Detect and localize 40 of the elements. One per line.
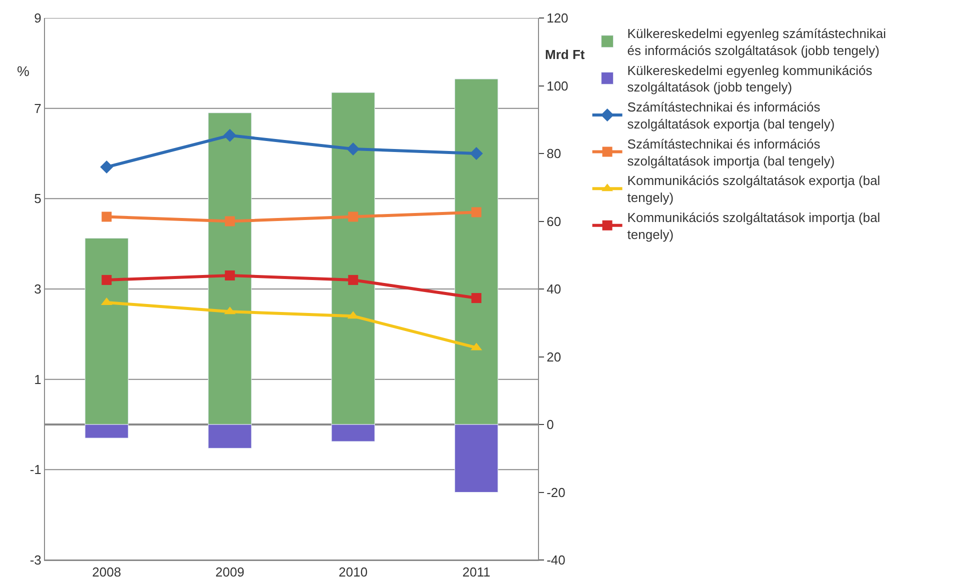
y-tick-label: 3 [34, 282, 42, 297]
legend-label: Kommunikációs szolgáltatások importja (bal tengely) [627, 210, 880, 242]
point [100, 160, 114, 174]
legend-label: Kommunikációs szolgáltatások exportja (bal tengely) [627, 173, 880, 206]
x-tick-label: 2008 [92, 564, 122, 580]
y2-tick-label: 20 [546, 349, 562, 364]
y2-tick-label: -20 [546, 484, 566, 500]
y-tick-label: -3 [30, 552, 42, 568]
legend-label: Számítástechnikai és információs szolgáltatások importja (bal tengely) [627, 136, 835, 168]
point [224, 270, 235, 280]
point [102, 274, 112, 285]
y2-axis-title: Mrd Ft [545, 47, 586, 62]
y-axis-title: % [17, 63, 30, 79]
y2-tick-label: 40 [546, 282, 562, 297]
point [348, 212, 358, 222]
point [470, 147, 483, 160]
y-tick-label: 1 [34, 372, 42, 387]
point [346, 142, 360, 156]
point [223, 128, 236, 142]
point [471, 293, 482, 304]
y-tick-label: 9 [34, 10, 42, 26]
legend-label: Számítástechnikai és információs szolgáltatások exportja (bal tengely) [627, 100, 835, 132]
y2-tick-label: 120 [546, 10, 568, 26]
x-tick-label: 2010 [338, 564, 368, 580]
point [471, 207, 482, 218]
y2-tick-label: 80 [546, 146, 562, 162]
x-tick-label: 2011 [462, 564, 490, 580]
y2-tick-label: 100 [546, 78, 568, 94]
point [102, 212, 112, 222]
y2-tick-label: -40 [546, 552, 566, 568]
point [348, 274, 358, 285]
x-tick-label: 2009 [215, 564, 244, 580]
point [224, 216, 235, 226]
y2-tick-label: 0 [546, 417, 554, 432]
y-tick-label: -1 [30, 462, 42, 478]
y-tick-label: 7 [34, 100, 42, 116]
legend-label: Külkereskedelmi egyenleg számítástechnikai és információs szolgáltatások (jobb tengely) [627, 26, 886, 58]
legend-label: Külkereskedelmi egyenleg kommunikációs szolgáltatások (jobb tengely) [627, 62, 873, 95]
y-tick-label: 5 [34, 191, 42, 206]
y2-tick-label: 60 [546, 214, 562, 229]
